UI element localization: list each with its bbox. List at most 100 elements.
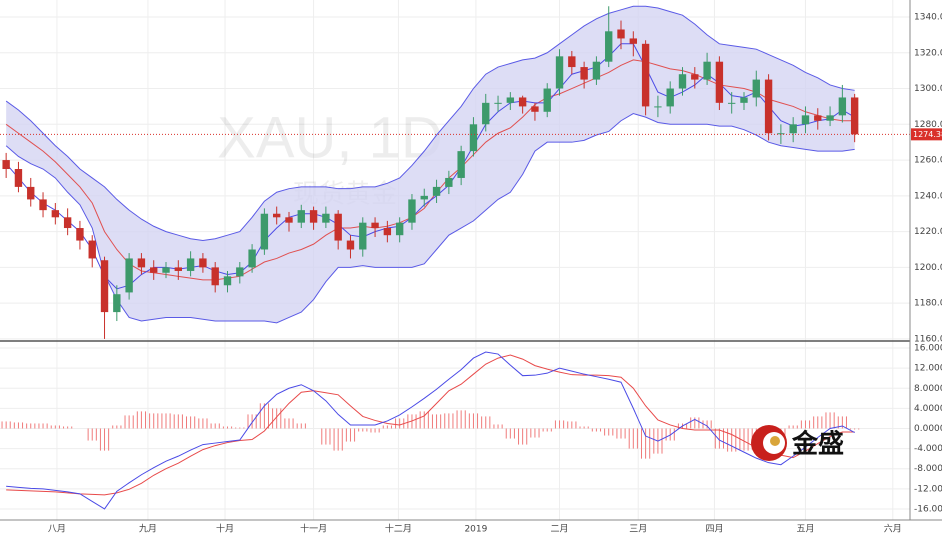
- candle-body: [322, 213, 330, 223]
- candle-body: [617, 29, 625, 39]
- candle-body: [137, 258, 146, 268]
- candle-body: [654, 106, 662, 108]
- candle-body: [629, 38, 637, 44]
- candle-body: [76, 228, 84, 241]
- candle-body: [39, 199, 47, 211]
- candle-body: [691, 74, 699, 80]
- candle-body: [371, 222, 379, 229]
- x-tick-label: 五月: [796, 524, 814, 535]
- y-tick-label: 1180.00: [914, 299, 942, 309]
- y-tick-label: 1220.00: [914, 227, 942, 237]
- candle-body: [777, 133, 785, 135]
- y-tick-label: 1260.00: [914, 156, 942, 166]
- logo-text: 金盛: [791, 429, 844, 460]
- candle-body: [248, 249, 256, 268]
- x-tick-label: 十月: [216, 523, 234, 535]
- x-tick-label: 六月: [884, 523, 902, 535]
- candle-body: [408, 199, 416, 223]
- x-tick-label: 四月: [705, 524, 723, 535]
- candle-body: [346, 240, 355, 250]
- candle-body: [51, 210, 60, 218]
- candle-body: [297, 210, 305, 223]
- candle-body: [383, 228, 392, 236]
- x-tick-label: 九月: [139, 524, 157, 535]
- plot: [0, 5, 910, 510]
- candle-body: [199, 258, 207, 268]
- candle-body: [740, 97, 748, 103]
- candle-body: [457, 151, 465, 178]
- y-tick-label: -12.000: [914, 484, 942, 494]
- macd-line: [6, 351, 855, 510]
- band-lower: [5, 113, 855, 324]
- y-tick-label: 1340.00: [914, 12, 942, 22]
- candle-body: [814, 115, 822, 121]
- signal-line: [6, 354, 855, 496]
- candle-body: [728, 102, 736, 104]
- y-tick-label: 1160.00: [914, 334, 942, 344]
- candle-body: [88, 240, 96, 259]
- candle-body: [789, 124, 797, 134]
- candle-body: [641, 43, 650, 107]
- candle-body: [592, 61, 601, 80]
- candle-body: [260, 213, 269, 250]
- x-tick-label: 八月: [48, 524, 66, 535]
- candle-body: [605, 31, 613, 62]
- candle-body: [100, 260, 109, 313]
- y-tick-label: -16.000: [914, 504, 942, 514]
- candle-body: [334, 213, 342, 241]
- candle-body: [469, 124, 478, 152]
- candle-body: [150, 267, 158, 273]
- candle-body: [223, 276, 232, 286]
- logo: 金盛: [751, 425, 844, 461]
- x-tick-label: 二月: [551, 524, 569, 535]
- candle-body: [14, 169, 23, 187]
- candle-body: [445, 177, 453, 187]
- candle-body: [506, 97, 515, 103]
- candle-body: [580, 67, 588, 80]
- candle-body: [764, 79, 773, 134]
- candle-body: [801, 115, 810, 125]
- candle-body: [850, 97, 859, 135]
- candle-body: [715, 61, 724, 103]
- candle-body: [174, 267, 182, 271]
- candle-body: [543, 88, 551, 112]
- logo-icon: [770, 436, 780, 446]
- candle-body: [703, 61, 711, 80]
- y-tick-label: 12.000: [914, 364, 942, 374]
- candle-body: [826, 115, 834, 121]
- x-tick-label: 三月: [629, 524, 647, 535]
- candle-body: [482, 102, 490, 125]
- y-tick-label: 1300.00: [914, 84, 942, 94]
- candle-body: [2, 160, 10, 170]
- candle-body: [27, 186, 35, 200]
- candle-body: [63, 217, 72, 229]
- last-price-label: 1274.38: [913, 130, 942, 139]
- y-tick-label: 1240.00: [914, 191, 942, 201]
- band-upper: [5, 5, 855, 242]
- candle-body: [568, 56, 576, 68]
- candle-body: [494, 102, 502, 104]
- candle-body: [125, 258, 133, 293]
- candle-body: [285, 217, 293, 223]
- candle-body: [555, 56, 564, 89]
- y-tick-label: 16.000: [914, 344, 942, 354]
- candle-body: [211, 267, 219, 286]
- candle-body: [113, 294, 121, 313]
- candle-body: [273, 213, 281, 218]
- y-tick-label: 1320.00: [914, 48, 942, 58]
- candle-body: [752, 79, 760, 98]
- x-tick-label: 十二月: [385, 523, 412, 535]
- y-tick-label: 1280.00: [914, 120, 942, 130]
- candle-body: [518, 97, 527, 107]
- candle-body: [395, 222, 404, 236]
- candle-body: [236, 267, 244, 277]
- candle-body: [359, 222, 367, 250]
- candle-body: [666, 88, 674, 107]
- candle-body: [838, 97, 847, 116]
